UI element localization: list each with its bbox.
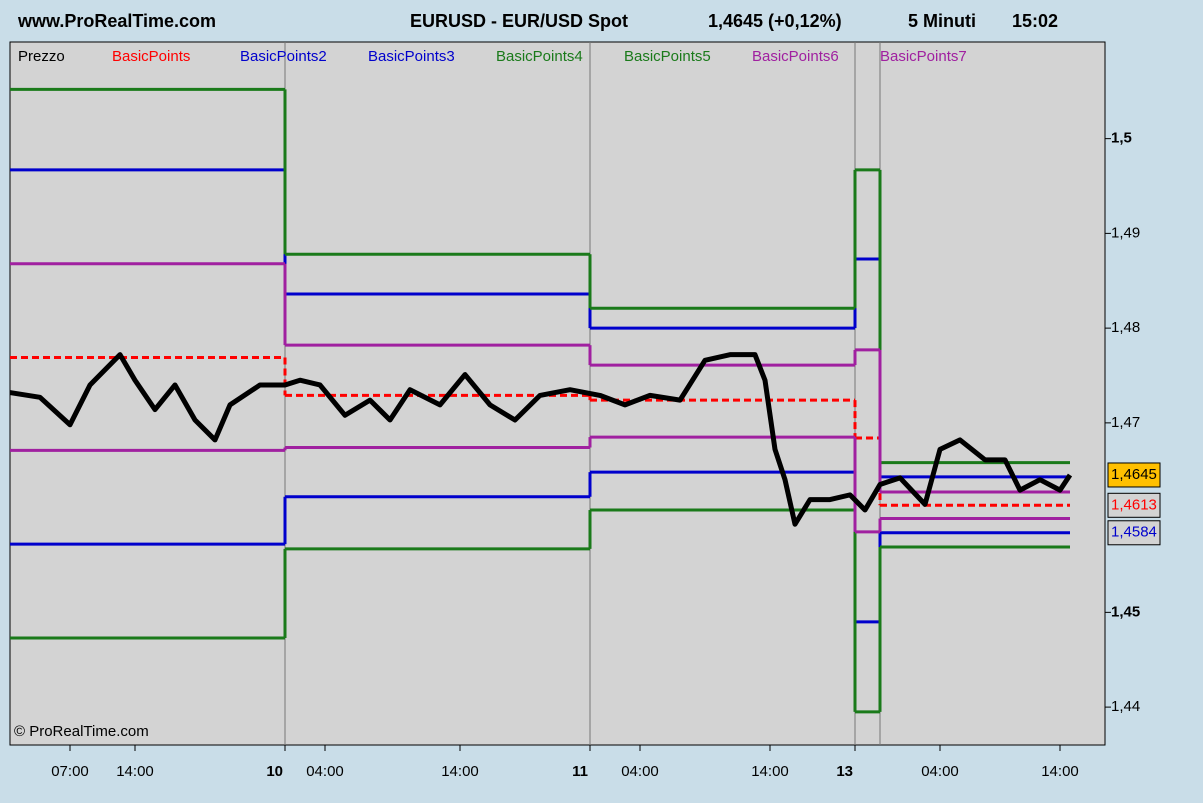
legend-entry: BasicPoints3 [368, 48, 455, 65]
x-tick-label: 04:00 [921, 763, 959, 780]
x-tick-label: 04:00 [306, 763, 344, 780]
legend-entry: BasicPoints [112, 48, 190, 65]
price-line [9, 352, 1073, 527]
y-tick-label: 1,44 [1111, 698, 1140, 715]
last-value-box [1107, 462, 1161, 488]
quote: 1,4645 (+0,12%) [708, 11, 842, 31]
copyright: © ProRealTime.com [14, 723, 149, 740]
legend-entry: BasicPoints5 [624, 48, 711, 65]
x-tick-label: 10 [266, 763, 283, 780]
x-tick-label: 14:00 [441, 763, 479, 780]
last-value-label: 1,4613 [1111, 496, 1157, 513]
x-tick-label: 14:00 [751, 763, 789, 780]
last-value-label: 1,4584 [1111, 524, 1157, 541]
last-value-box [1107, 520, 1161, 546]
legend-entry: BasicPoints4 [496, 48, 583, 65]
x-tick-label: 11 [572, 763, 588, 780]
last-value-label: 1,4645 [1111, 466, 1157, 483]
x-tick-label: 14:00 [1041, 763, 1079, 780]
last-value-box [1107, 492, 1161, 518]
y-tick-label: 1,45 [1111, 603, 1140, 620]
time: 15:02 [1012, 11, 1058, 31]
legend-entry: Prezzo [18, 48, 65, 65]
site: www.ProRealTime.com [17, 11, 216, 31]
y-tick-label: 1,47 [1111, 414, 1140, 431]
legend-entry: BasicPoints2 [240, 48, 327, 65]
instrument: EURUSD - EUR/USD Spot [410, 11, 628, 31]
x-tick-label: 14:00 [116, 763, 154, 780]
x-tick-label: 07:00 [51, 763, 89, 780]
y-tick-label: 1,49 [1111, 224, 1140, 241]
y-tick-label: 1,5 [1111, 130, 1132, 147]
legend-entry: BasicPoints7 [880, 48, 967, 65]
legend-entry: BasicPoints6 [752, 48, 839, 65]
y-tick-label: 1,48 [1111, 319, 1140, 336]
x-tick-label: 13 [836, 763, 853, 780]
x-tick-label: 04:00 [621, 763, 659, 780]
timeframe: 5 Minuti [908, 11, 976, 31]
